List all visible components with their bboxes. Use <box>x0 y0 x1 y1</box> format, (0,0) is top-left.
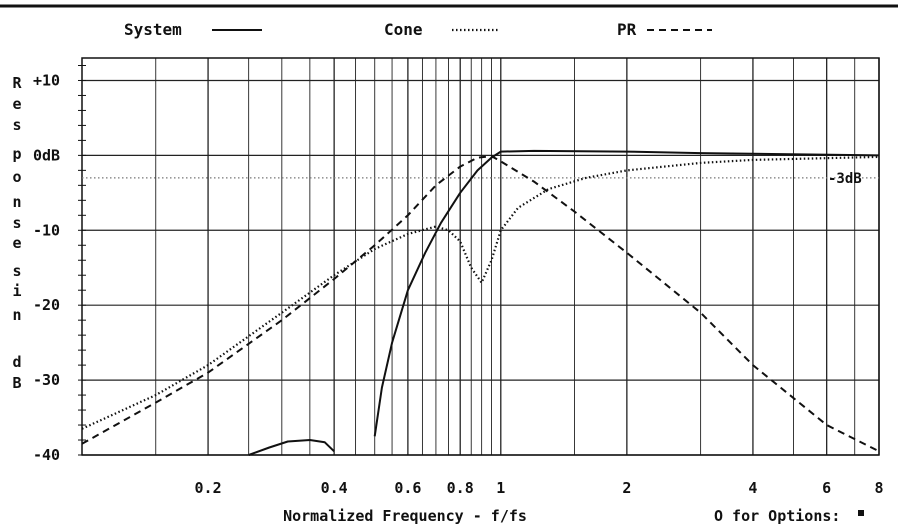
y-axis-label-letter: s <box>12 262 21 280</box>
y-axis-label-letter: d <box>12 353 21 371</box>
grid <box>78 58 880 456</box>
legend-label-system: System <box>124 20 182 39</box>
y-axis-label-letter: i <box>12 282 21 300</box>
series-line-cone <box>81 155 880 430</box>
series-group <box>81 149 880 456</box>
legend-label-pr: PR <box>617 20 637 39</box>
y-tick-label: 0dB <box>33 146 60 164</box>
legend-label-cone: Cone <box>384 20 423 39</box>
y-axis-label-letter: e <box>12 95 21 113</box>
x-tick-label: 0.2 <box>195 479 222 497</box>
y-axis-label-letter: e <box>12 234 21 252</box>
y-axis-label-letter: R <box>12 74 22 92</box>
series-line-system <box>373 149 880 437</box>
x-tick-label: 6 <box>822 479 831 497</box>
y-tick-label: +10 <box>33 71 60 89</box>
y-tick-label: -20 <box>33 296 60 314</box>
y-tick-label: -40 <box>33 446 60 464</box>
y-axis-label-letter: B <box>12 374 21 392</box>
y-axis-label-letter: n <box>12 306 21 324</box>
options-prompt[interactable]: O for Options: <box>714 507 840 525</box>
legend: System Cone PR <box>124 20 712 39</box>
y-tick-label: -10 <box>33 221 60 239</box>
x-tick-label: 1 <box>496 479 505 497</box>
y-axis-label-letter: s <box>12 116 21 134</box>
series-line-pr <box>81 155 880 453</box>
plot-frame <box>81 57 880 456</box>
x-tick-label: 0.8 <box>447 479 474 497</box>
cursor-block-icon <box>858 510 864 516</box>
y-axis-label-letter: n <box>12 193 21 211</box>
y-axis-label-letter: o <box>12 168 21 186</box>
x-tick-label: 2 <box>622 479 631 497</box>
x-axis-label: Normalized Frequency - f/fs <box>283 507 527 525</box>
series-line-system <box>248 439 335 456</box>
y-tick-labels: +10 0dB -10 -20 -30 -40 <box>33 71 60 464</box>
x-tick-label: 0.6 <box>394 479 421 497</box>
x-tick-label: 8 <box>874 479 883 497</box>
x-tick-label: 0.4 <box>321 479 348 497</box>
reference-line-group: -3dB <box>82 171 879 187</box>
x-tick-label: 4 <box>748 479 757 497</box>
y-tick-label: -30 <box>33 371 60 389</box>
y-axis-label-letter: s <box>12 214 21 232</box>
y-axis-label-letter: p <box>12 145 21 163</box>
reference-line-label: -3dB <box>828 171 862 187</box>
x-tick-labels: 0.2 0.4 0.6 0.8 1 2 4 6 8 <box>195 479 884 497</box>
